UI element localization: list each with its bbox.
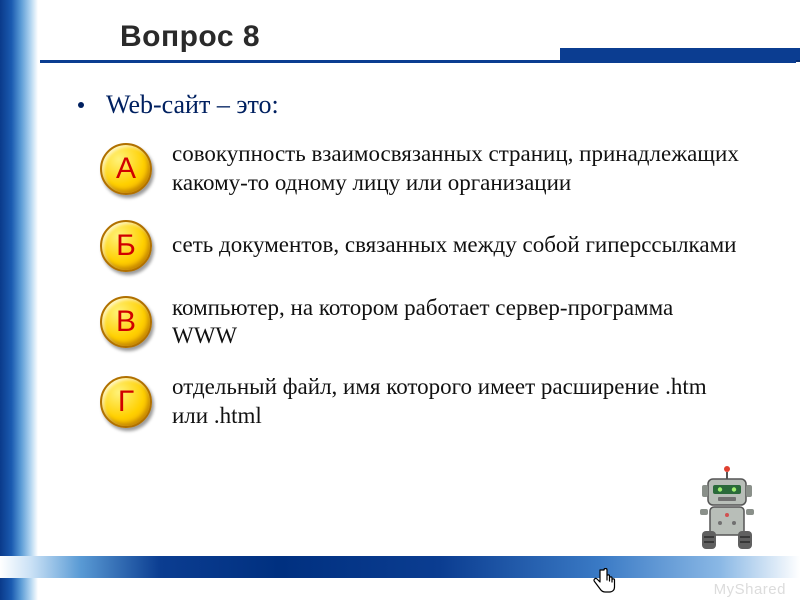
answer-option: Б сеть документов, связанных между собой…: [100, 220, 740, 272]
watermark-text: MyShared: [714, 581, 786, 598]
answer-text: совокупность взаимосвязанных страниц, пр…: [172, 140, 740, 198]
answer-text: отдельный файл, имя которого имеет расши…: [172, 373, 740, 431]
answer-text: сеть документов, связанных между собой г…: [172, 231, 736, 260]
answer-option: Г отдельный файл, имя которого имеет рас…: [100, 373, 740, 431]
question-line: Web-сайт – это:: [78, 90, 279, 120]
answer-letter-button[interactable]: Б: [100, 220, 152, 272]
question-text: Web-сайт – это:: [106, 90, 279, 120]
title-bar: Вопрос 8: [0, 20, 800, 54]
slide-title: Вопрос 8: [120, 20, 260, 54]
bullet-icon: [78, 102, 84, 108]
answer-letter-button[interactable]: Г: [100, 376, 152, 428]
bottom-gradient-bar: [0, 556, 800, 578]
answer-letter-button[interactable]: В: [100, 296, 152, 348]
answer-option: А совокупность взаимосвязанных страниц, …: [100, 140, 740, 198]
slide: Вопрос 8 Web-сайт – это: А совокупность …: [0, 0, 800, 600]
robot-icon: [690, 465, 764, 556]
cursor-hand-icon: [592, 568, 616, 596]
answer-text: компьютер, на котором работает сервер-пр…: [172, 294, 740, 352]
title-underline: [40, 60, 796, 63]
answer-option: В компьютер, на котором работает сервер-…: [100, 294, 740, 352]
left-gradient-stripe: [0, 0, 38, 600]
answers-list: А совокупность взаимосвязанных страниц, …: [100, 140, 740, 453]
answer-letter-button[interactable]: А: [100, 143, 152, 195]
